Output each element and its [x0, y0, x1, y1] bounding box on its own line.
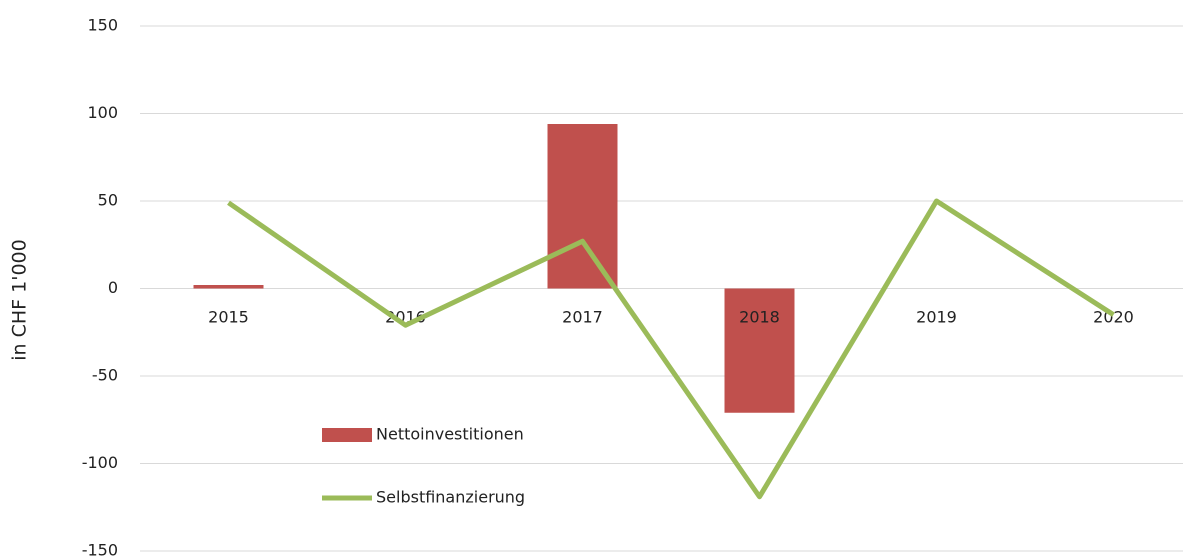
y-tick-label: -150 — [82, 541, 118, 558]
legend-swatch — [322, 428, 372, 442]
x-tick-label: 2020 — [1093, 308, 1134, 327]
bar — [193, 285, 264, 289]
y-tick-label: 0 — [108, 278, 118, 297]
bar — [724, 288, 795, 413]
line — [227, 198, 1115, 500]
x-tick-label: 2019 — [916, 308, 957, 327]
bar — [547, 124, 618, 289]
legend-label: Nettoinvestitionen — [376, 425, 524, 444]
x-tick-label: 2015 — [208, 308, 249, 327]
y-axis-label: in CHF 1'000 — [9, 239, 31, 360]
y-tick-label: 100 — [87, 103, 118, 122]
x-tick-label: 2018 — [739, 308, 780, 327]
y-tick-label: 150 — [87, 16, 118, 35]
y-tick-label: -100 — [82, 453, 118, 472]
legend-label: Selbstfinanzierung — [376, 488, 525, 507]
y-tick-label: -50 — [92, 366, 118, 385]
y-tick-label: 50 — [98, 191, 118, 210]
x-tick-label: 2017 — [562, 308, 603, 327]
